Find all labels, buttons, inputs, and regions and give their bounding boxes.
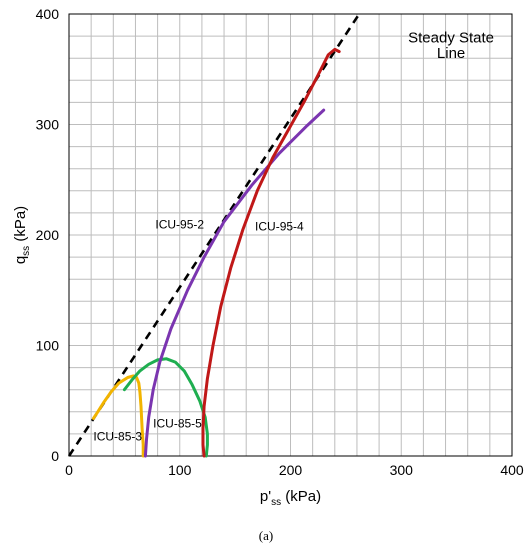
x-tick-label: 0 [65, 462, 73, 478]
y-tick-label: 100 [36, 338, 60, 354]
plot-frame [68, 13, 513, 457]
steady-state-line-label-1: Steady State [408, 30, 494, 47]
x-tick-label: 200 [279, 462, 303, 478]
series-label: ICU-85-5 [153, 416, 202, 430]
figure-caption: (a) [258, 528, 274, 543]
grid [69, 14, 512, 456]
steady-state-line-label-2: Line [437, 45, 465, 62]
x-tick-label: 300 [390, 462, 414, 478]
series-group [91, 47, 341, 458]
series-label: ICU-95-2 [155, 217, 204, 231]
series-label: ICU-95-4 [255, 220, 304, 234]
y-axis-label: qss (kPa) [12, 206, 32, 264]
x-axis-label: p'ss (kPa) [260, 488, 321, 508]
y-tick-label: 400 [36, 6, 60, 22]
y-tick-label: 300 [36, 117, 60, 133]
series-icu-85-5 [122, 357, 209, 458]
series-label: ICU-85-3 [93, 430, 142, 444]
y-tick-label: 0 [51, 448, 59, 464]
tick-labels: 0 100 200 300 400 0 100 200 300 400 [36, 6, 524, 478]
series-icu-95-2 [143, 108, 326, 458]
annotations: ICU-95-2 ICU-95-4 ICU-85-5 ICU-85-3 [93, 217, 304, 443]
x-tick-label: 100 [168, 462, 192, 478]
y-tick-label: 200 [36, 227, 60, 243]
x-tick-label: 400 [500, 462, 524, 478]
series-icu-95-4 [201, 47, 341, 458]
